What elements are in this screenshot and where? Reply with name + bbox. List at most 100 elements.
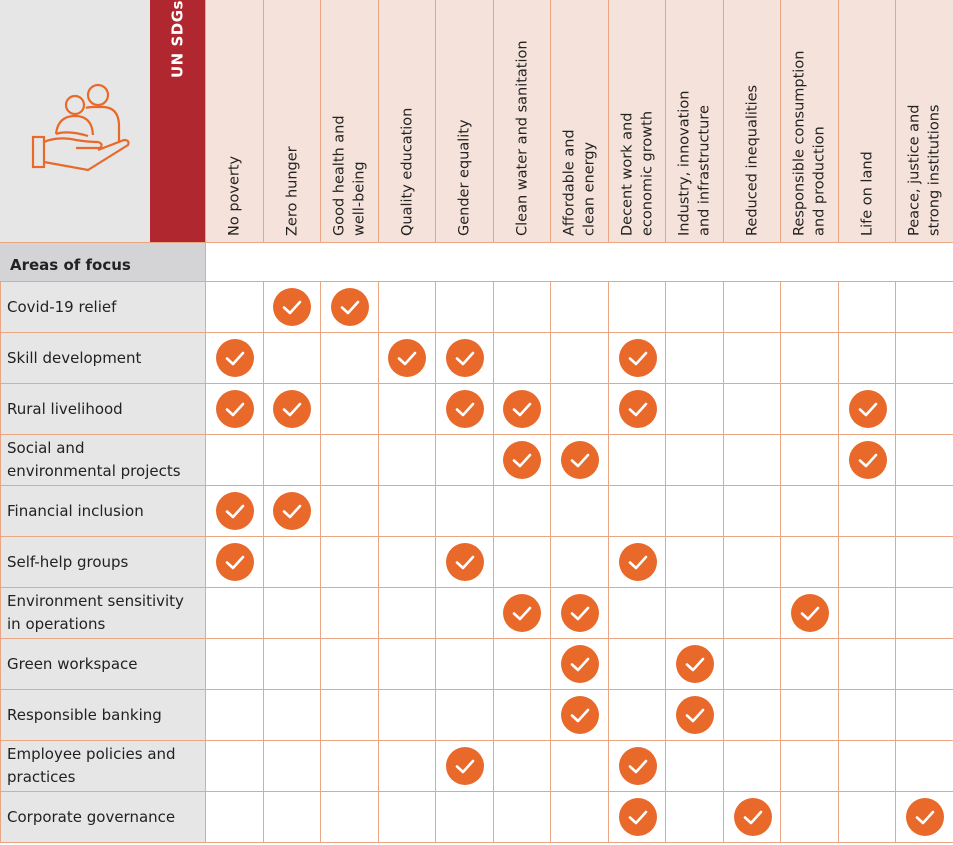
matrix-cell — [780, 537, 839, 588]
sdg-label: Peace, justice and strong institutions — [906, 104, 943, 236]
matrix-cell — [895, 282, 953, 333]
check-icon — [618, 798, 657, 836]
matrix-cell — [895, 741, 953, 792]
matrix-cell — [607, 741, 667, 792]
sdg-header-3: Good health and well-being — [320, 0, 378, 242]
matrix-cell — [780, 792, 839, 843]
sdg-label: Affordable and clean energy — [561, 129, 598, 236]
matrix-cell — [262, 792, 322, 843]
matrix-cell — [377, 792, 437, 843]
matrix-cell — [895, 639, 953, 690]
matrix-cell — [780, 486, 839, 537]
matrix-cell — [722, 486, 782, 537]
areas-of-focus-header: Areas of focus — [0, 242, 205, 282]
matrix-cell — [320, 741, 379, 792]
check-icon — [273, 288, 312, 326]
matrix-cell — [780, 435, 839, 486]
check-icon — [560, 594, 599, 632]
matrix-cell — [550, 741, 609, 792]
matrix-cell — [320, 792, 379, 843]
check-icon — [676, 696, 715, 734]
sdg-label: No poverty — [226, 155, 243, 236]
matrix-cell — [607, 435, 667, 486]
matrix-cell — [780, 282, 839, 333]
check-icon — [791, 594, 830, 632]
matrix-cell — [665, 588, 724, 639]
sdg-header-6: Clean water and sanitation — [492, 0, 551, 242]
matrix-cell — [665, 486, 724, 537]
sdg-label: Responsible consumption and production — [791, 50, 828, 236]
matrix-cell — [550, 690, 609, 741]
sdg-label: Good health and well-being — [331, 115, 368, 236]
matrix-cell — [665, 537, 724, 588]
matrix-cell — [377, 639, 437, 690]
matrix-cell — [262, 282, 322, 333]
matrix-cell — [205, 741, 264, 792]
sdg-label: Life on land — [859, 151, 876, 236]
matrix-cell — [492, 384, 552, 435]
matrix-cell — [492, 588, 552, 639]
sdg-header-5: Gender equality — [435, 0, 493, 242]
matrix-cell — [262, 741, 322, 792]
check-icon — [503, 441, 542, 479]
matrix-cell — [262, 333, 322, 384]
matrix-cell — [837, 435, 897, 486]
sdg-header-4: Quality education — [377, 0, 436, 242]
matrix-cell — [607, 639, 667, 690]
check-icon — [618, 390, 657, 428]
matrix-cell — [320, 639, 379, 690]
sdg-header-9: Industry, innovation and infrastructure — [665, 0, 723, 242]
check-icon — [215, 492, 254, 530]
check-icon — [215, 543, 254, 581]
matrix-cell — [377, 741, 437, 792]
matrix-cell — [780, 588, 839, 639]
areas-header-blank — [205, 242, 953, 282]
matrix-cell — [377, 486, 437, 537]
matrix-cell — [435, 639, 494, 690]
matrix-cell — [320, 537, 379, 588]
focus-area-label: Self-help groups — [0, 537, 205, 588]
icon-panel — [0, 0, 150, 242]
matrix-cell — [550, 588, 609, 639]
matrix-cell — [492, 486, 552, 537]
matrix-cell — [722, 588, 782, 639]
matrix-cell — [780, 741, 839, 792]
matrix-cell — [205, 588, 264, 639]
check-icon — [560, 645, 599, 683]
check-icon — [273, 390, 312, 428]
matrix-cell — [780, 690, 839, 741]
matrix-cell — [205, 282, 264, 333]
matrix-cell — [837, 690, 897, 741]
matrix-cell — [492, 792, 552, 843]
matrix-cell — [492, 282, 552, 333]
matrix-cell — [837, 384, 897, 435]
matrix-cell — [607, 486, 667, 537]
check-icon — [618, 339, 657, 377]
matrix-cell — [435, 792, 494, 843]
sdg-header-1: No poverty — [205, 0, 263, 242]
matrix-cell — [837, 486, 897, 537]
matrix-cell — [665, 435, 724, 486]
matrix-cell — [895, 486, 953, 537]
matrix-cell — [435, 741, 494, 792]
check-icon — [848, 441, 887, 479]
matrix-cell — [205, 639, 264, 690]
check-icon — [445, 747, 484, 785]
matrix-cell — [665, 282, 724, 333]
check-icon — [215, 339, 254, 377]
matrix-cell — [607, 333, 667, 384]
focus-area-label: Financial inclusion — [0, 486, 205, 537]
matrix-cell — [435, 282, 494, 333]
matrix-cell — [492, 435, 552, 486]
matrix-cell — [262, 588, 322, 639]
matrix-cell — [550, 435, 609, 486]
matrix-cell — [895, 588, 953, 639]
check-icon — [503, 390, 542, 428]
check-icon — [676, 645, 715, 683]
matrix-cell — [205, 333, 264, 384]
check-icon — [733, 798, 772, 836]
matrix-cell — [320, 384, 379, 435]
matrix-cell — [262, 486, 322, 537]
check-icon — [560, 696, 599, 734]
